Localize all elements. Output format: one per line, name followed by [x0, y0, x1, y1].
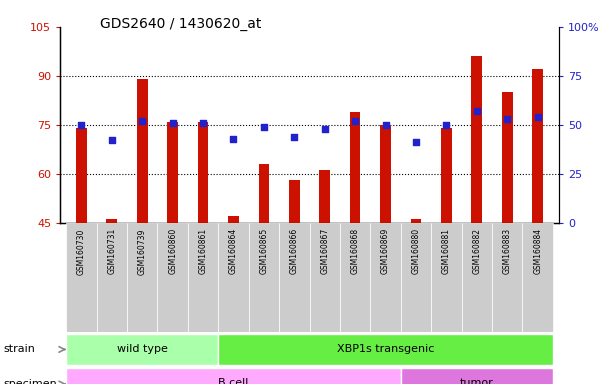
- Bar: [167, 121, 178, 223]
- Bar: [97, 223, 127, 332]
- Bar: [370, 223, 401, 332]
- Bar: [522, 223, 553, 332]
- Point: [442, 122, 451, 128]
- Text: GSM160860: GSM160860: [168, 228, 177, 275]
- Point: [228, 136, 238, 142]
- Point: [290, 134, 299, 140]
- Text: GSM160861: GSM160861: [198, 228, 207, 274]
- Text: GSM160864: GSM160864: [229, 228, 238, 275]
- Text: GSM160867: GSM160867: [320, 228, 329, 275]
- Bar: [462, 223, 492, 332]
- Text: XBP1s transgenic: XBP1s transgenic: [337, 344, 435, 354]
- Text: GSM160869: GSM160869: [381, 228, 390, 275]
- Point: [259, 124, 269, 130]
- Bar: [401, 223, 431, 332]
- Point: [198, 120, 208, 126]
- Point: [472, 108, 481, 114]
- Bar: [401, 369, 553, 384]
- Bar: [249, 223, 279, 332]
- Point: [76, 122, 86, 128]
- Text: GSM160739: GSM160739: [138, 228, 147, 275]
- Text: GSM160882: GSM160882: [472, 228, 481, 274]
- Bar: [380, 125, 391, 223]
- Bar: [218, 334, 553, 365]
- Text: wild type: wild type: [117, 344, 168, 354]
- Bar: [66, 334, 218, 365]
- Text: GSM160881: GSM160881: [442, 228, 451, 274]
- Bar: [441, 128, 452, 223]
- Bar: [76, 128, 87, 223]
- Text: GSM160866: GSM160866: [290, 228, 299, 275]
- Point: [138, 118, 147, 124]
- Bar: [137, 79, 148, 223]
- Bar: [258, 164, 269, 223]
- Bar: [319, 170, 330, 223]
- Point: [320, 126, 329, 132]
- Text: GDS2640 / 1430620_at: GDS2640 / 1430620_at: [100, 17, 261, 31]
- Bar: [228, 216, 239, 223]
- Bar: [198, 121, 209, 223]
- Text: GSM160865: GSM160865: [260, 228, 269, 275]
- Text: specimen: specimen: [3, 379, 56, 384]
- Text: GSM160730: GSM160730: [77, 228, 86, 275]
- Text: GSM160868: GSM160868: [350, 228, 359, 274]
- Bar: [310, 223, 340, 332]
- Bar: [157, 223, 188, 332]
- Point: [168, 120, 177, 126]
- Bar: [502, 92, 513, 223]
- Bar: [471, 56, 482, 223]
- Text: GSM160884: GSM160884: [533, 228, 542, 274]
- Bar: [492, 223, 522, 332]
- Text: GSM160880: GSM160880: [412, 228, 421, 274]
- Bar: [340, 223, 370, 332]
- Point: [411, 139, 421, 146]
- Bar: [431, 223, 462, 332]
- Text: GSM160883: GSM160883: [502, 228, 511, 274]
- Bar: [279, 223, 310, 332]
- Text: strain: strain: [3, 344, 35, 354]
- Point: [533, 114, 543, 120]
- Bar: [410, 220, 421, 223]
- Bar: [106, 220, 117, 223]
- Bar: [532, 70, 543, 223]
- Bar: [66, 369, 401, 384]
- Bar: [66, 223, 97, 332]
- Text: B cell: B cell: [218, 378, 249, 384]
- Bar: [289, 180, 300, 223]
- Text: tumor: tumor: [460, 378, 493, 384]
- Text: GSM160731: GSM160731: [108, 228, 117, 275]
- Bar: [218, 223, 249, 332]
- Bar: [127, 223, 157, 332]
- Point: [350, 118, 360, 124]
- Point: [502, 116, 512, 122]
- Point: [107, 137, 117, 144]
- Bar: [350, 112, 361, 223]
- Bar: [188, 223, 218, 332]
- Point: [381, 122, 391, 128]
